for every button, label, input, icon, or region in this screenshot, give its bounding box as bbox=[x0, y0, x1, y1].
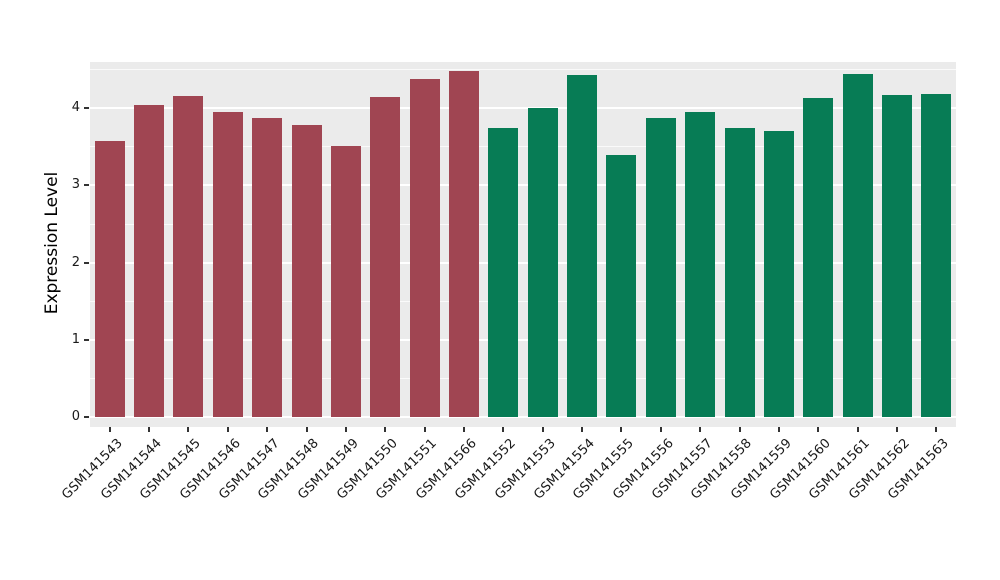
gridline-major bbox=[90, 184, 956, 187]
bar bbox=[842, 73, 873, 417]
y-tick-label: 2 bbox=[71, 254, 80, 270]
y-tick-mark bbox=[84, 261, 89, 264]
x-tick-mark bbox=[581, 427, 584, 432]
bar bbox=[212, 112, 243, 417]
bar bbox=[606, 155, 637, 417]
gridline-major bbox=[90, 416, 956, 418]
bar bbox=[527, 108, 558, 417]
x-tick-mark bbox=[895, 427, 898, 432]
x-tick-mark bbox=[423, 427, 426, 432]
bar bbox=[921, 94, 952, 417]
bar bbox=[330, 146, 361, 417]
bar bbox=[448, 71, 479, 417]
y-tick-label: 1 bbox=[71, 331, 80, 347]
bar bbox=[881, 95, 912, 417]
x-tick-mark bbox=[659, 427, 662, 432]
y-tick-mark bbox=[84, 338, 89, 341]
bar bbox=[134, 105, 165, 417]
gridline-minor bbox=[90, 146, 956, 148]
x-tick-mark bbox=[148, 427, 151, 432]
y-tick-mark bbox=[84, 416, 89, 418]
bar bbox=[724, 128, 755, 417]
bar bbox=[567, 75, 598, 417]
x-tick-mark bbox=[187, 427, 190, 432]
x-tick-mark bbox=[266, 427, 269, 432]
bar bbox=[763, 130, 794, 417]
x-tick-mark bbox=[344, 427, 347, 432]
gridline-major bbox=[90, 107, 956, 110]
x-tick-mark bbox=[384, 427, 387, 432]
gridline-major bbox=[90, 261, 956, 264]
bar bbox=[803, 98, 834, 417]
x-tick-mark bbox=[738, 427, 741, 432]
bar bbox=[645, 118, 676, 417]
y-tick-label: 3 bbox=[71, 177, 80, 193]
y-tick-label: 4 bbox=[71, 100, 80, 116]
gridline-major bbox=[90, 338, 956, 341]
x-tick-mark bbox=[856, 427, 859, 432]
x-tick-mark bbox=[305, 427, 308, 432]
bar bbox=[409, 78, 440, 417]
x-tick-mark bbox=[935, 427, 938, 432]
y-tick-mark bbox=[84, 107, 89, 110]
x-tick-mark bbox=[699, 427, 702, 432]
y-tick-mark bbox=[84, 184, 89, 187]
bar bbox=[252, 117, 283, 417]
gridline-minor bbox=[90, 223, 956, 225]
plot-area bbox=[90, 62, 956, 427]
bar bbox=[370, 96, 401, 417]
x-tick-mark bbox=[502, 427, 505, 432]
x-tick-mark bbox=[817, 427, 820, 432]
x-tick-mark bbox=[777, 427, 780, 432]
bar bbox=[685, 112, 716, 417]
x-tick-mark bbox=[462, 427, 465, 432]
gridline-minor bbox=[90, 300, 956, 302]
y-tick-label: 0 bbox=[71, 409, 80, 424]
x-tick-mark bbox=[226, 427, 229, 432]
bar bbox=[291, 124, 322, 417]
bar bbox=[173, 95, 204, 417]
gridline-minor bbox=[90, 69, 956, 71]
bar bbox=[488, 128, 519, 417]
x-tick-mark bbox=[108, 427, 111, 432]
gridline-minor bbox=[90, 377, 956, 379]
x-tick-mark bbox=[541, 427, 544, 432]
x-tick-mark bbox=[620, 427, 623, 432]
bar bbox=[94, 141, 125, 417]
